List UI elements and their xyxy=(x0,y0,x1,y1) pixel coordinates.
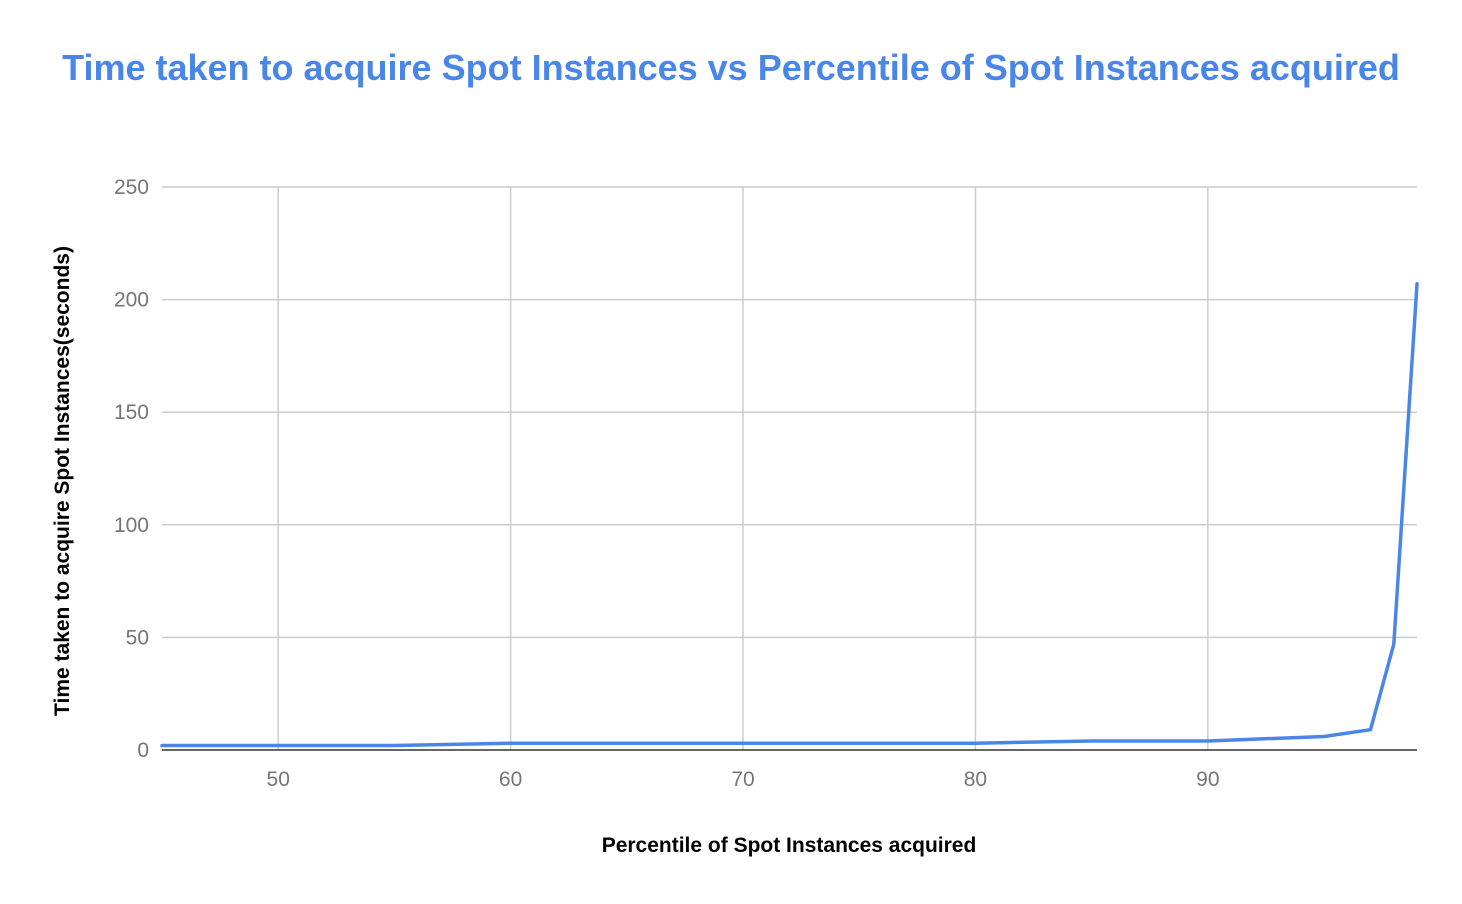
series-line xyxy=(160,282,1419,748)
x-tick-label: 80 xyxy=(964,768,987,791)
x-tick-label: 90 xyxy=(1196,768,1219,791)
y-tick-label: 200 xyxy=(114,289,149,312)
y-tick-label: 0 xyxy=(137,739,149,762)
tick-labels: 0 50 100 150 200 250 50 60 70 80 90 xyxy=(114,176,1220,791)
x-tick-label: 50 xyxy=(267,768,290,791)
y-tick-label: 150 xyxy=(114,401,149,424)
chart-title: Time taken to acquire Spot Instances vs … xyxy=(62,47,1400,88)
x-axis-title: Percentile of Spot Instances acquired xyxy=(602,834,977,857)
x-tick-label: 60 xyxy=(499,768,522,791)
y-tick-label: 250 xyxy=(114,176,149,199)
series-layer xyxy=(160,282,1419,748)
y-axis-title: Time taken to acquire Spot Instances(sec… xyxy=(51,246,74,716)
y-tick-label: 100 xyxy=(114,514,149,537)
x-tick-label: 70 xyxy=(731,768,754,791)
y-tick-label: 50 xyxy=(126,626,149,649)
gridlines xyxy=(162,186,1417,751)
